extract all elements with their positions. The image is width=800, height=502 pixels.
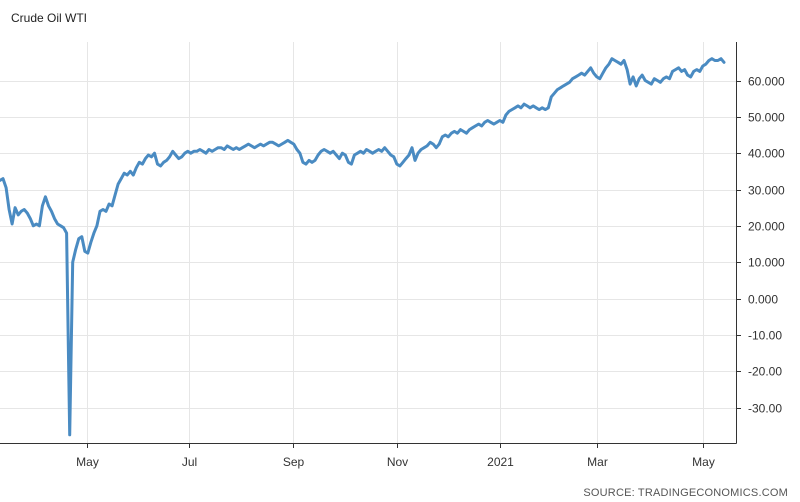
tick-labels: 60.000 50.000 40.000 30.000 20.000 10.000 0.00… xyxy=(76,75,785,470)
y-tick-label: 10.000 xyxy=(748,256,785,270)
x-tick-label: May xyxy=(76,455,99,469)
grid-lines xyxy=(0,42,736,443)
source-label: SOURCE: TRADINGECONOMICS.COM xyxy=(583,487,788,499)
y-tick-label: 0.000 xyxy=(748,293,778,307)
chart-title: Crude Oil WTI xyxy=(11,11,88,25)
x-tick-label: Sep xyxy=(283,455,305,469)
x-tick-label: May xyxy=(692,455,715,469)
y-tick-label: -20.00 xyxy=(748,365,782,379)
y-tick-label: -30.00 xyxy=(748,402,782,416)
y-tick-label: 50.000 xyxy=(748,111,785,125)
x-tick-label: Mar xyxy=(587,455,608,469)
x-tick-label: 2021 xyxy=(487,455,514,469)
x-tick-label: Nov xyxy=(387,455,408,469)
series-layer xyxy=(0,57,726,437)
axes xyxy=(0,42,741,448)
y-tick-label: 60.000 xyxy=(748,75,785,89)
y-tick-label: 20.000 xyxy=(748,220,785,234)
x-tick-label: Jul xyxy=(182,455,197,469)
y-tick-label: 30.000 xyxy=(748,184,785,198)
y-tick-label: 40.000 xyxy=(748,147,785,161)
series-line xyxy=(0,57,726,437)
y-tick-label: -10.00 xyxy=(748,329,782,343)
